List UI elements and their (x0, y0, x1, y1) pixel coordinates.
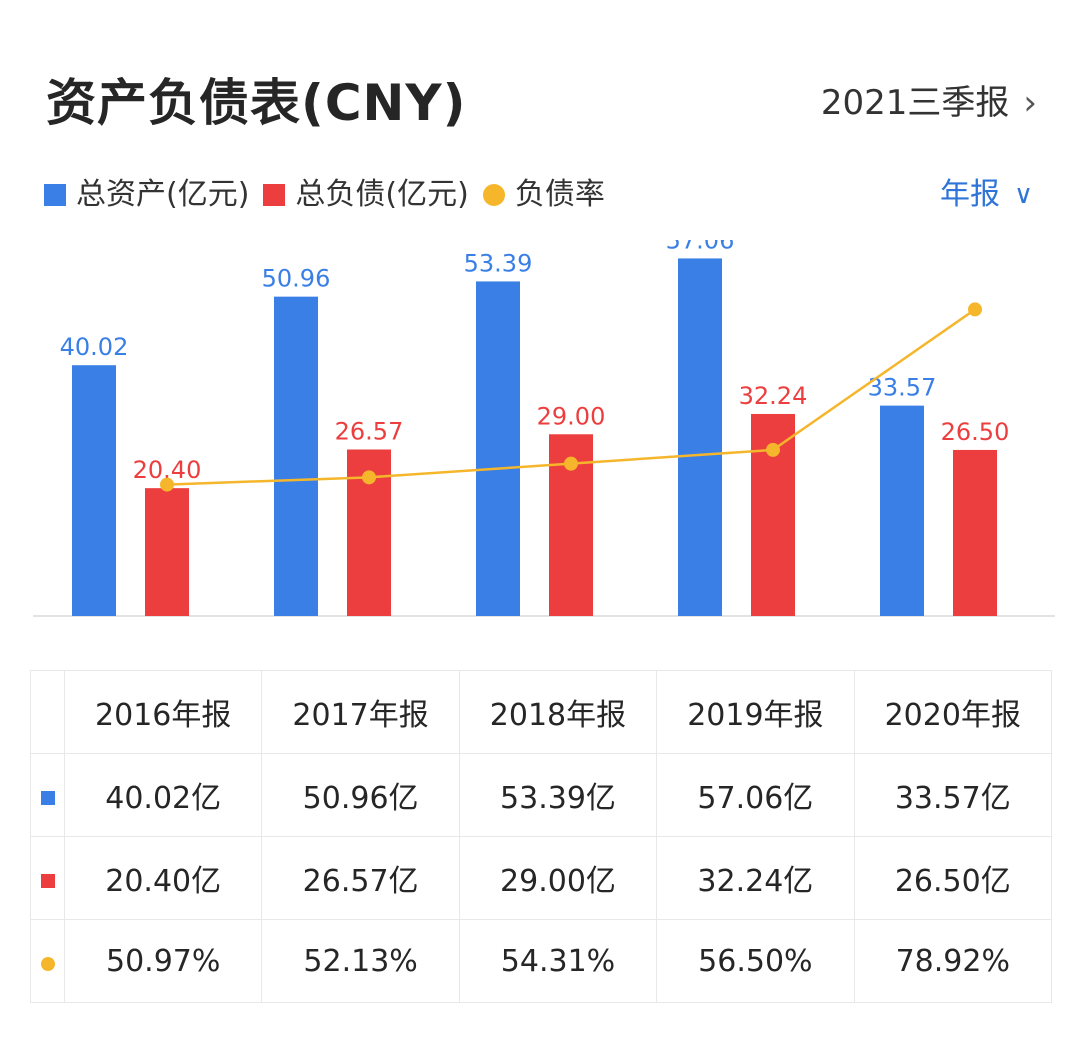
table-row-total-assets: 40.02亿 50.96亿 53.39亿 57.06亿 33.57亿 (30, 753, 1053, 837)
table-header-cell: 2019年报 (656, 670, 855, 754)
legend-item-total-liabilities[interactable]: 总负债(亿元) (263, 175, 469, 215)
table-cell: 78.92% (853, 919, 1053, 1003)
bar-total-assets (880, 405, 924, 616)
bar-total-assets (72, 365, 116, 616)
bar-total-assets (476, 281, 520, 616)
debt-ratio-point (564, 456, 578, 471)
table-row-debt-ratio: 50.97% 52.13% 54.31% 56.50% 78.92% (30, 919, 1053, 1003)
chart-legend: 总资产(亿元) 总负债(亿元) 负债率 (44, 175, 619, 215)
table-cell: 40.02亿 (63, 753, 263, 837)
balance-sheet-chart: 40.0220.4050.9626.5753.3929.0057.0632.24… (33, 240, 1055, 617)
legend-label-debt-ratio: 负债率 (514, 177, 605, 212)
data-table: 2016年报 2017年报 2018年报 2019年报 2020年报 40.02… (30, 670, 1053, 1003)
table-header-cell: 2017年报 (261, 670, 460, 754)
table-cell: 50.96亿 (261, 753, 460, 837)
legend-swatch-debt-ratio (482, 184, 505, 206)
row-marker-total-assets (40, 790, 55, 805)
report-period-label: 2021三季报 (820, 83, 1010, 123)
table-cell: 29.00亿 (458, 836, 658, 920)
data-label-total-liabilities: 26.50 (941, 418, 1010, 446)
debt-ratio-point (362, 470, 376, 485)
data-label-total-assets: 57.06 (666, 240, 735, 254)
data-label-total-assets: 53.39 (464, 249, 533, 277)
annual-report-label: 年报 (939, 177, 1000, 212)
legend-label-total-liabilities: 总负债(亿元) (295, 177, 469, 212)
data-label-total-assets: 33.57 (868, 374, 937, 402)
table-cell: 53.39亿 (458, 753, 658, 837)
legend-item-debt-ratio[interactable]: 负债率 (482, 175, 605, 215)
table-header-cell: 2016年报 (63, 670, 263, 754)
data-label-total-liabilities: 26.57 (335, 417, 404, 445)
page-title: 资产负债表(CNY) (46, 74, 467, 132)
table-cell: 33.57亿 (853, 753, 1053, 837)
data-label-total-liabilities: 29.00 (537, 402, 606, 430)
table-cell: 52.13% (261, 919, 460, 1003)
bar-total-assets (274, 296, 318, 616)
table-corner-cell (30, 670, 65, 754)
bar-total-liabilities (953, 449, 997, 616)
table-row-total-liabilities: 20.40亿 26.57亿 29.00亿 32.24亿 26.50亿 (30, 836, 1053, 920)
table-header-cell: 2020年报 (853, 670, 1053, 754)
row-marker-total-liabilities (40, 873, 55, 888)
annual-report-dropdown[interactable]: 年报 ∨ (940, 175, 1033, 215)
legend-label-total-assets: 总资产(亿元) (76, 177, 250, 212)
table-cell: 57.06亿 (656, 753, 855, 837)
legend-swatch-total-liabilities (263, 184, 286, 206)
debt-ratio-point (766, 442, 780, 457)
debt-ratio-point (968, 302, 982, 317)
chevron-down-icon: ∨ (1013, 180, 1033, 210)
row-marker-debt-ratio (40, 956, 55, 971)
legend-swatch-total-assets (44, 184, 66, 206)
table-cell: 20.40亿 (63, 836, 263, 920)
table-cell: 56.50% (656, 919, 855, 1003)
table-cell: 26.50亿 (853, 836, 1053, 920)
table-cell: 54.31% (458, 919, 658, 1003)
legend-item-total-assets[interactable]: 总资产(亿元) (44, 175, 249, 215)
data-label-total-liabilities: 32.24 (739, 382, 808, 410)
chevron-right-icon: › (1023, 83, 1037, 123)
report-period-selector[interactable]: 2021三季报 › (821, 80, 1037, 126)
table-cell: 32.24亿 (656, 836, 855, 920)
bar-total-assets (678, 258, 722, 616)
table-cell: 26.57亿 (261, 836, 460, 920)
table-cell: 50.97% (63, 919, 263, 1003)
data-label-total-assets: 50.96 (262, 265, 331, 293)
bar-total-liabilities (145, 488, 189, 616)
debt-ratio-point (160, 477, 174, 492)
table-header-row: 2016年报 2017年报 2018年报 2019年报 2020年报 (30, 670, 1053, 754)
data-label-total-assets: 40.02 (60, 333, 129, 361)
table-header-cell: 2018年报 (458, 670, 658, 754)
